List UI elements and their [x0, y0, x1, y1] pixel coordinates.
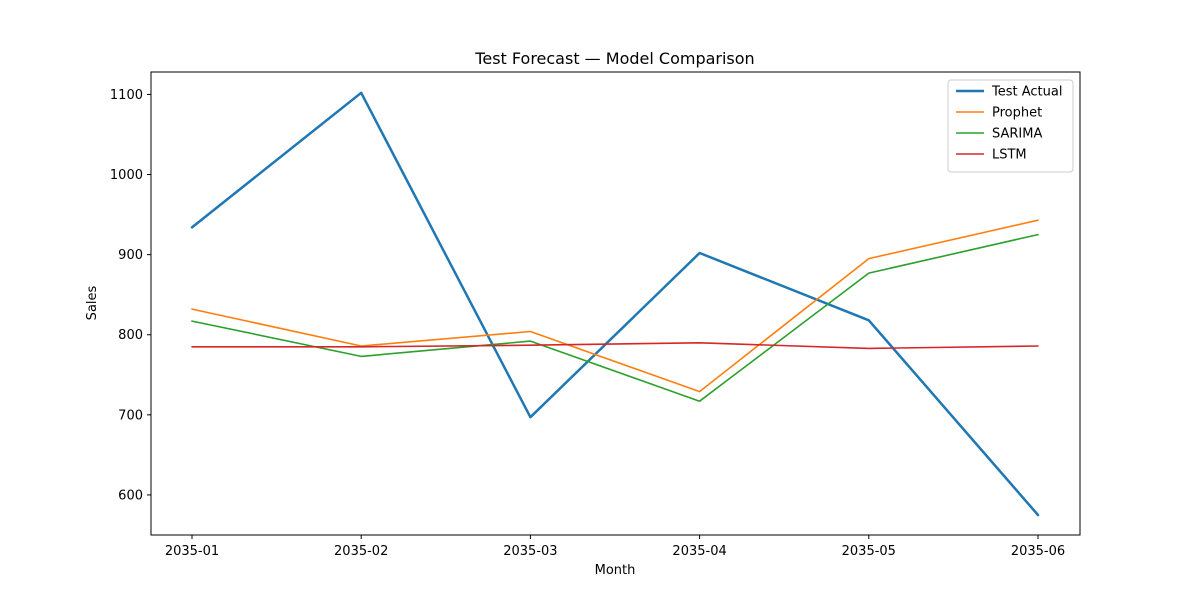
plot-area: 2035-01 2035-02 2035-03 2035-04 2035-05 2035-…	[110, 71, 1081, 559]
y-tick-label: 900	[118, 248, 143, 263]
x-tick-label: 2035-06	[1011, 544, 1065, 559]
legend-label-sarima: SARIMA	[992, 127, 1042, 142]
y-tick-label: 700	[118, 408, 143, 423]
x-tick-label: 2035-01	[165, 544, 219, 559]
legend-label-prophet: Prophet	[992, 106, 1042, 121]
x-tick-label: 2035-02	[334, 544, 388, 559]
series-line-sarima	[191, 233, 1039, 403]
x-axis-label: Month	[595, 563, 636, 578]
x-tick-label: 2035-03	[503, 544, 557, 559]
y-tick-label: 1100	[110, 88, 143, 103]
legend: Test Actual Prophet SARIMA LSTM	[947, 79, 1074, 173]
series-line-test-actual	[190, 91, 1040, 517]
y-tick-label: 800	[118, 328, 143, 343]
series-line-lstm	[191, 341, 1039, 350]
legend-label-lstm: LSTM	[992, 148, 1027, 163]
series-line-prophet	[191, 219, 1039, 393]
plot-frame	[150, 71, 1081, 536]
y-tick-label: 600	[118, 488, 143, 503]
chart-title: Test Forecast — Model Comparison	[474, 49, 754, 68]
legend-label-test-actual: Test Actual	[991, 85, 1062, 100]
y-tick-label: 1000	[110, 168, 143, 183]
x-tick-label: 2035-04	[672, 544, 726, 559]
y-axis-label: Sales	[85, 285, 100, 320]
x-tick-label: 2035-05	[842, 544, 896, 559]
legend-box	[947, 79, 1074, 173]
